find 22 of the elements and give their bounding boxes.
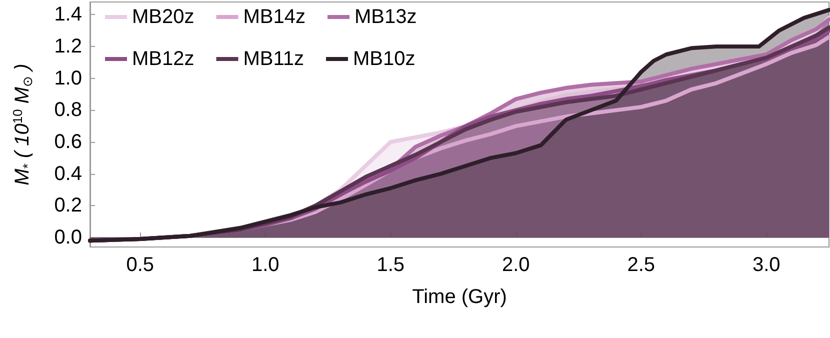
legend-label: MB14z <box>243 6 306 28</box>
x-tick-label: 2.0 <box>502 254 530 276</box>
x-tick-label: 2.5 <box>627 254 656 276</box>
y-axis-title: M* ( 1010 M⊙ ) <box>10 64 35 186</box>
legend-label: MB13z <box>354 6 417 28</box>
x-tick-label: 0.5 <box>126 254 154 276</box>
y-tick-label: 0.6 <box>54 131 82 153</box>
y-tick-label: 1.2 <box>54 36 82 58</box>
y-tick-label: 0.2 <box>54 194 82 217</box>
legend-label: MB11z <box>243 48 304 70</box>
x-tick-label: 1.5 <box>376 254 405 276</box>
legend-label: MB20z <box>132 6 194 28</box>
x-axis-title: Time (Gyr) <box>412 286 507 308</box>
x-tick-label: 1.0 <box>251 254 280 276</box>
y-tick-label: 1.0 <box>54 67 82 90</box>
legend-label: MB12z <box>132 48 194 70</box>
y-tick-label: 0.4 <box>54 162 82 185</box>
y-tick-label: 0.0 <box>54 226 82 248</box>
legend-label: MB10z <box>353 48 416 70</box>
x-tick-label: 3.0 <box>752 254 780 276</box>
y-tick-label: 0.8 <box>54 99 82 122</box>
y-tick-label: 1.4 <box>54 4 82 26</box>
